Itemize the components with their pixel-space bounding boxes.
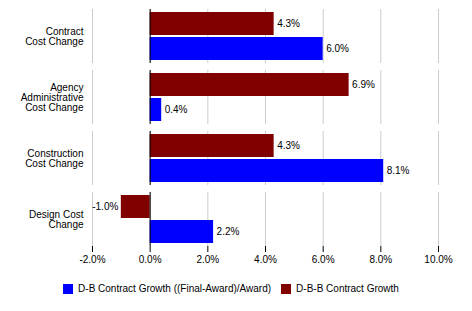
svg-text:0.0%: 0.0% [139,254,162,265]
svg-text:ContractCost Change: ContractCost Change [25,26,84,47]
svg-text:2.2%: 2.2% [217,226,240,237]
svg-text:6.0%: 6.0% [326,43,349,54]
html-text:D-B-B Contract Growth: D-B-B Contract Growth [296,283,399,294]
svg-text:-1.0%: -1.0% [92,201,118,212]
svg-text:ConstructionCost Change: ConstructionCost Change [25,148,84,169]
svg-text:0.4%: 0.4% [165,104,188,115]
svg-text:Design CostChange: Design CostChange [29,209,84,230]
svg-text:6.9%: 6.9% [352,79,375,90]
svg-text:AgencyAdministrativeCost Chang: AgencyAdministrativeCost Change [21,82,84,113]
svg-text:4.3%: 4.3% [277,140,300,151]
svg-text:2.0%: 2.0% [196,254,219,265]
svg-text:4.3%: 4.3% [277,18,300,29]
svg-text:8.0%: 8.0% [369,254,392,265]
svg-text:-2.0%: -2.0% [79,254,105,265]
svg-text:4.0%: 4.0% [254,254,277,265]
svg-text:8.1%: 8.1% [387,165,410,176]
svg-text:10.0%: 10.0% [424,254,452,265]
svg-text:6.0%: 6.0% [312,254,335,265]
html-text:D-B Contract Growth ((Final-Aw: D-B Contract Growth ((Final-Award)/Award… [78,283,272,294]
